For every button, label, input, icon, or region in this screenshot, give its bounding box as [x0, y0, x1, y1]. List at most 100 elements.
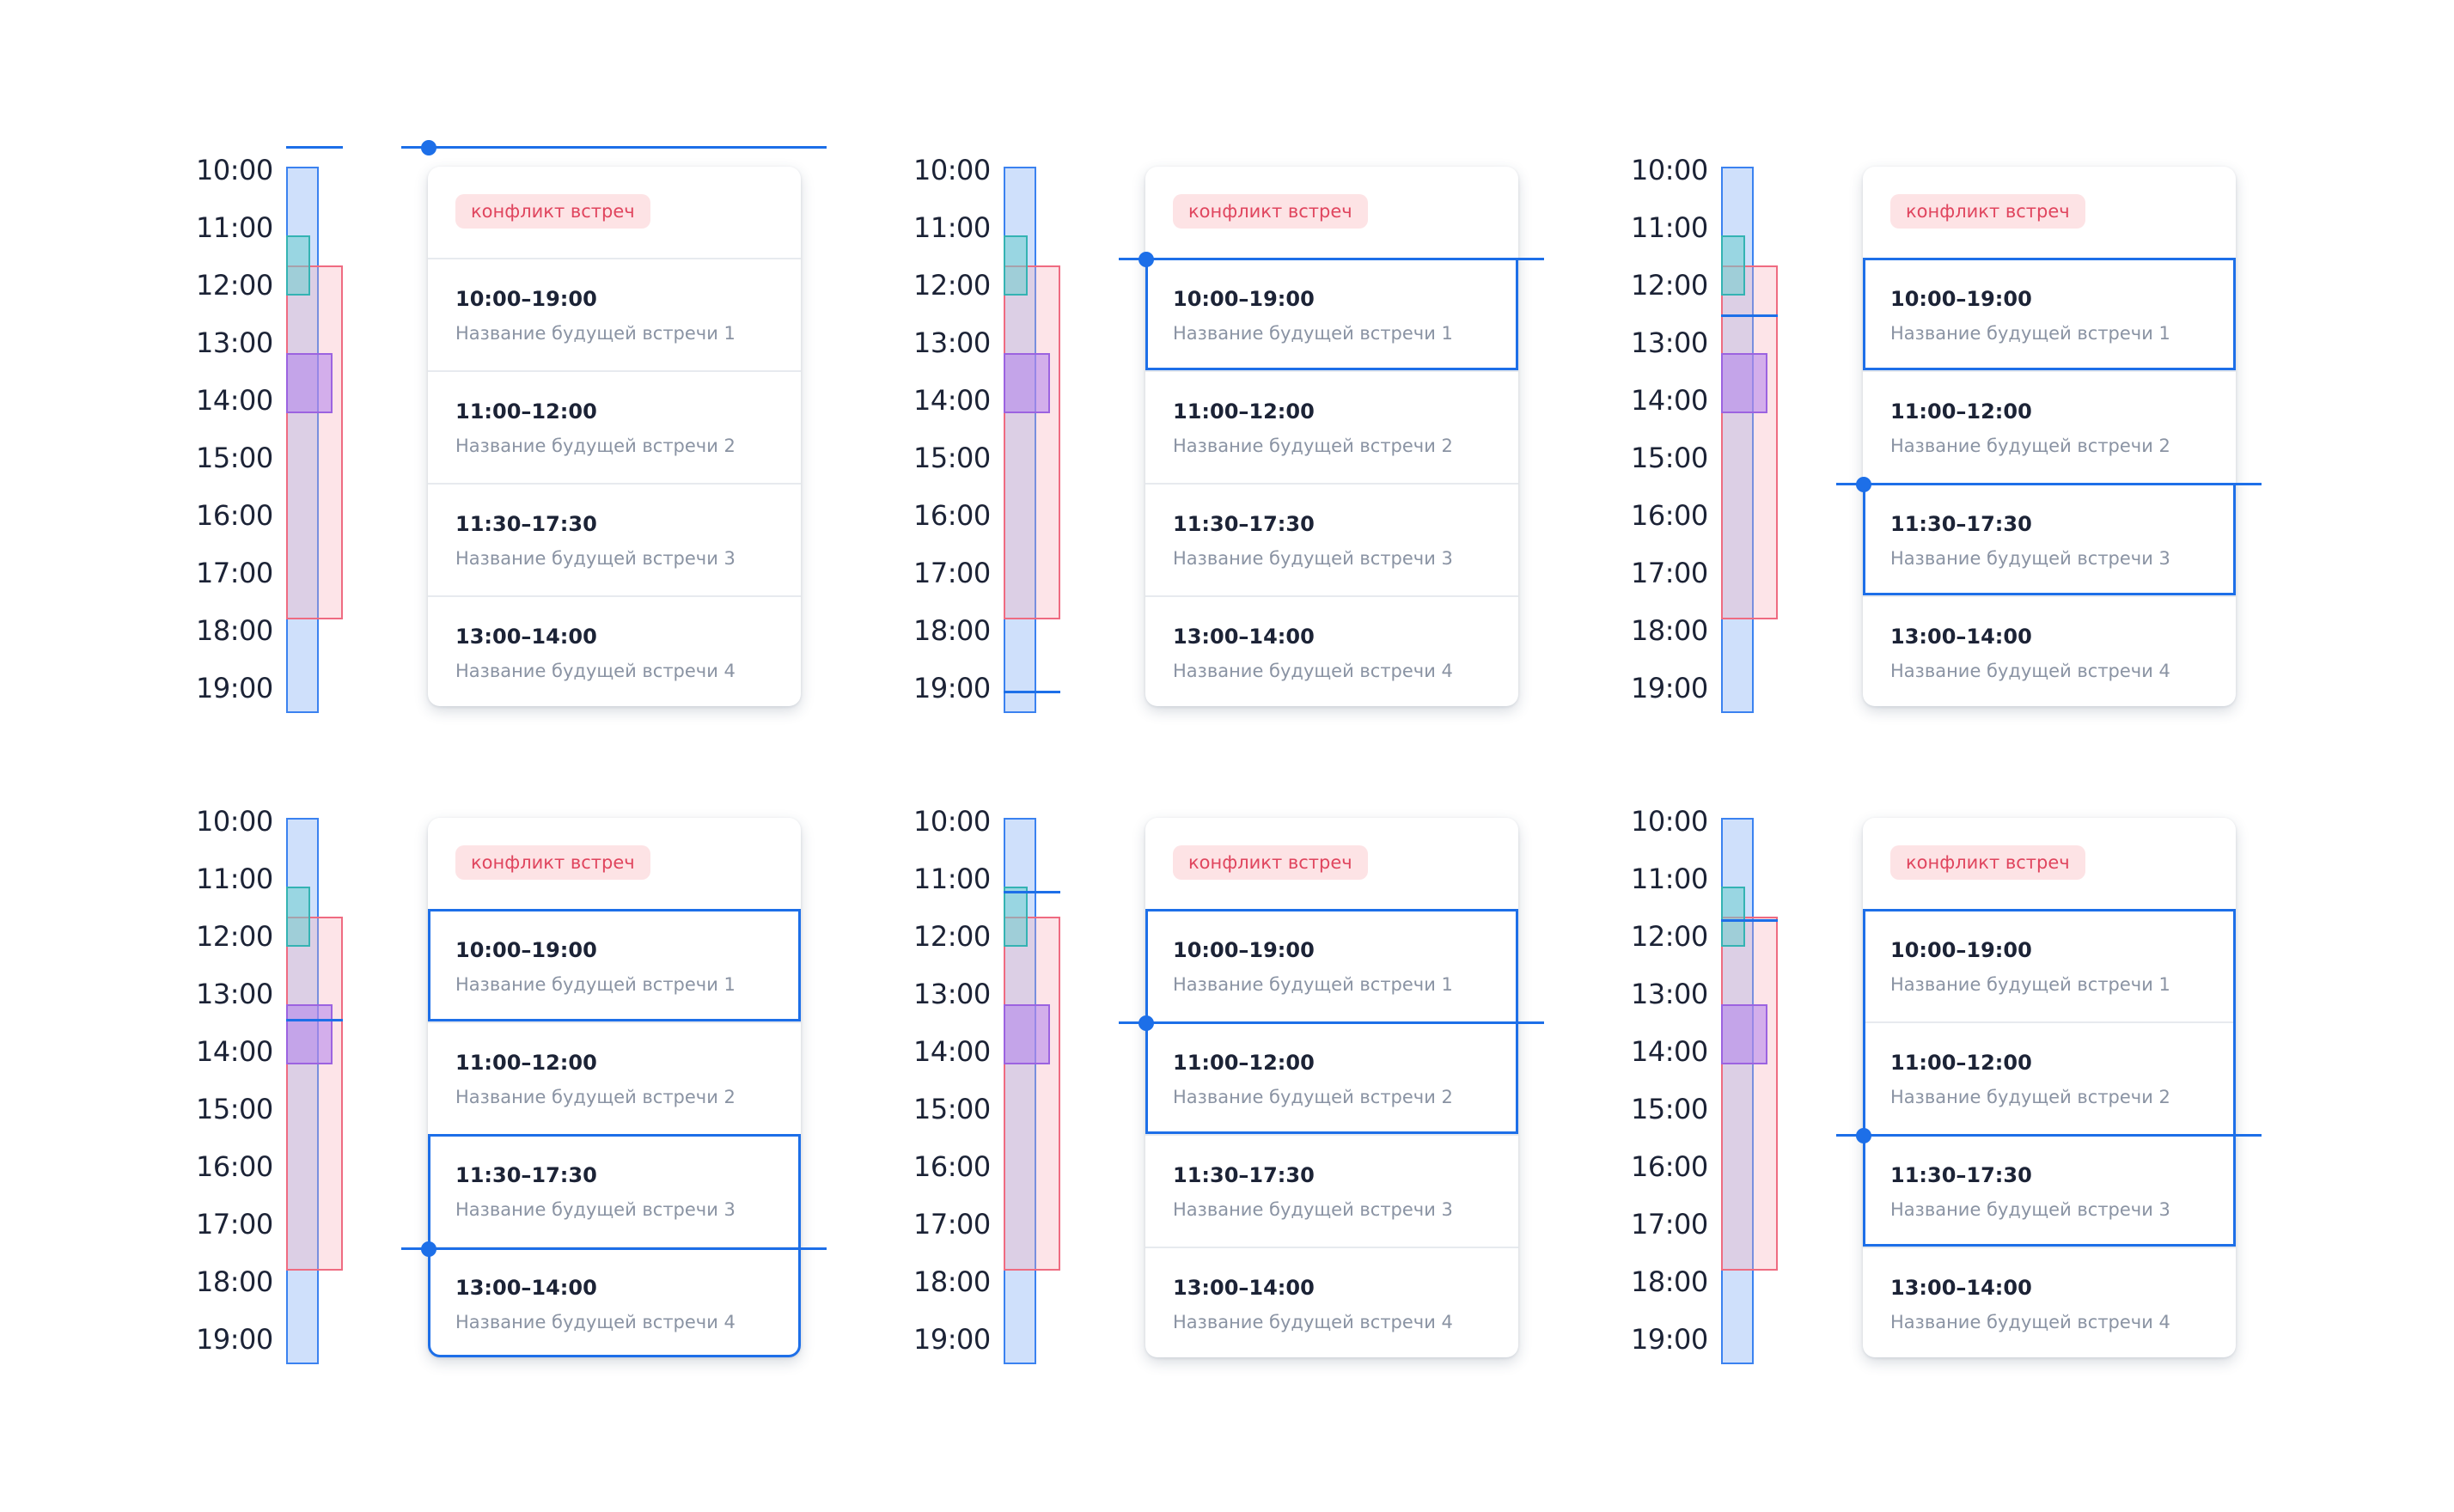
meeting-item[interactable]: 13:00–14:00 Название будущей встречи 4 [1863, 597, 2236, 706]
meeting-name: Название будущей встречи 3 [1890, 1199, 2170, 1220]
meeting-time: 11:30–17:30 [1173, 512, 1315, 536]
meeting-item[interactable]: 13:00–14:00 Название будущей встречи 4 [1863, 1248, 2236, 1357]
time-label: 10:00 [913, 805, 991, 838]
time-label: 13:00 [196, 978, 273, 1010]
time-label: 16:00 [196, 499, 273, 532]
time-label: 11:00 [1631, 863, 1708, 895]
meeting-item[interactable]: 11:00–12:00 Название будущей встречи 2 [1145, 372, 1518, 485]
meeting-item[interactable]: 13:00–14:00 Название будущей встречи 4 [428, 597, 801, 706]
time-label: 11:00 [196, 863, 273, 895]
meeting-name: Название будущей встречи 1 [1173, 974, 1453, 995]
meeting-time: 11:00–12:00 [455, 1051, 597, 1075]
time-label: 19:00 [913, 672, 991, 704]
meeting-item[interactable]: 10:00–19:00 Название будущей встречи 1 [428, 911, 801, 1023]
time-label: 17:00 [1631, 557, 1708, 589]
meeting-item[interactable]: 10:00–19:00 Название будущей встречи 1 [1863, 259, 2236, 372]
meeting-time: 11:30–17:30 [455, 1163, 597, 1187]
time-label: 15:00 [196, 442, 273, 474]
time-axis: 10:00 11:00 12:00 13:00 14:00 15:00 16:0… [907, 155, 992, 722]
meeting-item[interactable]: 10:00–19:00 Название будущей встречи 1 [1145, 259, 1518, 372]
time-label: 15:00 [1631, 442, 1708, 474]
time-label: 16:00 [196, 1150, 273, 1183]
meeting-time: 11:00–12:00 [1890, 399, 2032, 424]
meeting-time: 13:00–14:00 [455, 1276, 597, 1300]
meeting-time: 13:00–14:00 [1173, 1276, 1315, 1300]
time-label: 12:00 [1631, 269, 1708, 302]
meeting-item[interactable]: 10:00–19:00 Название будущей встречи 1 [1145, 911, 1518, 1023]
meeting-time: 11:00–12:00 [1173, 1051, 1315, 1075]
meeting-item[interactable]: 11:00–12:00 Название будущей встречи 2 [428, 1023, 801, 1136]
time-label: 12:00 [196, 920, 273, 953]
time-label: 14:00 [196, 1035, 273, 1068]
meeting-2-range [1721, 235, 1745, 296]
meeting-name: Название будущей встречи 4 [1173, 661, 1453, 681]
time-label: 10:00 [196, 805, 273, 838]
time-label: 11:00 [1631, 211, 1708, 244]
time-label: 14:00 [913, 384, 991, 417]
time-label: 16:00 [1631, 499, 1708, 532]
scroll-indicator-line [1836, 1134, 2262, 1137]
time-label: 15:00 [1631, 1093, 1708, 1125]
scroll-indicator-line [401, 1247, 827, 1250]
time-label: 18:00 [196, 1265, 273, 1298]
meeting-item[interactable]: 11:30–17:30 Название будущей встречи 3 [1145, 1136, 1518, 1248]
time-axis: 10:00 11:00 12:00 13:00 14:00 15:00 16:0… [189, 155, 275, 722]
state-panel-5: 10:00 11:00 12:00 13:00 14:00 15:00 16:0… [907, 806, 1560, 1407]
scroll-indicator-dot [1138, 252, 1154, 267]
card-header: конфликт встреч [1145, 167, 1518, 259]
meeting-name: Название будущей встречи 1 [1173, 323, 1453, 344]
time-label: 18:00 [913, 1265, 991, 1298]
meeting-item[interactable]: 11:30–17:30 Название будущей встречи 3 [428, 1136, 801, 1248]
meeting-time: 11:00–12:00 [455, 399, 597, 424]
meeting-item[interactable]: 11:00–12:00 Название будущей встречи 2 [1863, 1023, 2236, 1136]
meeting-item[interactable]: 11:30–17:30 Название будущей встречи 3 [1863, 485, 2236, 597]
meeting-item[interactable]: 11:30–17:30 Название будущей встречи 3 [1145, 485, 1518, 597]
card-header: конфликт встреч [1863, 167, 2236, 259]
meeting-time: 10:00–19:00 [1173, 287, 1315, 311]
time-label: 18:00 [196, 614, 273, 647]
meeting-time: 13:00–14:00 [1890, 1276, 2032, 1300]
meeting-time: 11:30–17:30 [455, 512, 597, 536]
meeting-item[interactable]: 10:00–19:00 Название будущей встречи 1 [428, 259, 801, 372]
time-label: 18:00 [913, 614, 991, 647]
time-label: 15:00 [913, 442, 991, 474]
meeting-item[interactable]: 13:00–14:00 Название будущей встречи 4 [1145, 597, 1518, 706]
meeting-time: 11:30–17:30 [1890, 512, 2032, 536]
scroll-position-mark [286, 1019, 343, 1021]
time-label: 18:00 [1631, 1265, 1708, 1298]
time-label: 17:00 [913, 557, 991, 589]
time-label: 19:00 [1631, 1323, 1708, 1356]
time-label: 18:00 [1631, 614, 1708, 647]
time-label: 12:00 [913, 269, 991, 302]
scroll-indicator-line [1119, 258, 1544, 260]
conflict-badge: конфликт встреч [455, 194, 650, 229]
time-label: 12:00 [196, 269, 273, 302]
time-label: 14:00 [1631, 384, 1708, 417]
meeting-3-range [286, 917, 343, 1271]
meeting-item[interactable]: 11:00–12:00 Название будущей встречи 2 [1863, 372, 2236, 485]
meeting-4-range [1721, 353, 1767, 413]
meeting-name: Название будущей встречи 2 [1890, 436, 2170, 456]
card-header: конфликт встреч [428, 167, 801, 259]
scroll-indicator-line [401, 146, 827, 149]
time-axis: 10:00 11:00 12:00 13:00 14:00 15:00 16:0… [189, 806, 275, 1373]
conflict-badge: конфликт встреч [1890, 194, 2085, 229]
meeting-item[interactable]: 11:00–12:00 Название будущей встречи 2 [1145, 1023, 1518, 1136]
scroll-indicator-line [1119, 1021, 1544, 1024]
meeting-name: Название будущей встречи 4 [455, 661, 736, 681]
meeting-item[interactable]: 13:00–14:00 Название будущей встречи 4 [1145, 1248, 1518, 1357]
meeting-item[interactable]: 11:30–17:30 Название будущей встречи 3 [1863, 1136, 2236, 1248]
time-label: 11:00 [196, 211, 273, 244]
meeting-3-range [286, 265, 343, 619]
meeting-item[interactable]: 10:00–19:00 Название будущей встречи 1 [1863, 911, 2236, 1023]
time-label: 19:00 [1631, 672, 1708, 704]
meeting-3-range [1721, 917, 1778, 1271]
meetings-card: конфликт встреч 10:00–19:00 Название буд… [428, 167, 801, 706]
conflict-badge: конфликт встреч [1890, 845, 2085, 880]
meeting-item[interactable]: 13:00–14:00 Название будущей встречи 4 [428, 1248, 801, 1357]
time-label: 10:00 [196, 154, 273, 186]
meeting-name: Название будущей встречи 2 [1890, 1087, 2170, 1107]
meetings-card: конфликт встреч 10:00–19:00 Название буд… [1863, 167, 2236, 706]
meeting-item[interactable]: 11:00–12:00 Название будущей встречи 2 [428, 372, 801, 485]
meeting-item[interactable]: 11:30–17:30 Название будущей встречи 3 [428, 485, 801, 597]
